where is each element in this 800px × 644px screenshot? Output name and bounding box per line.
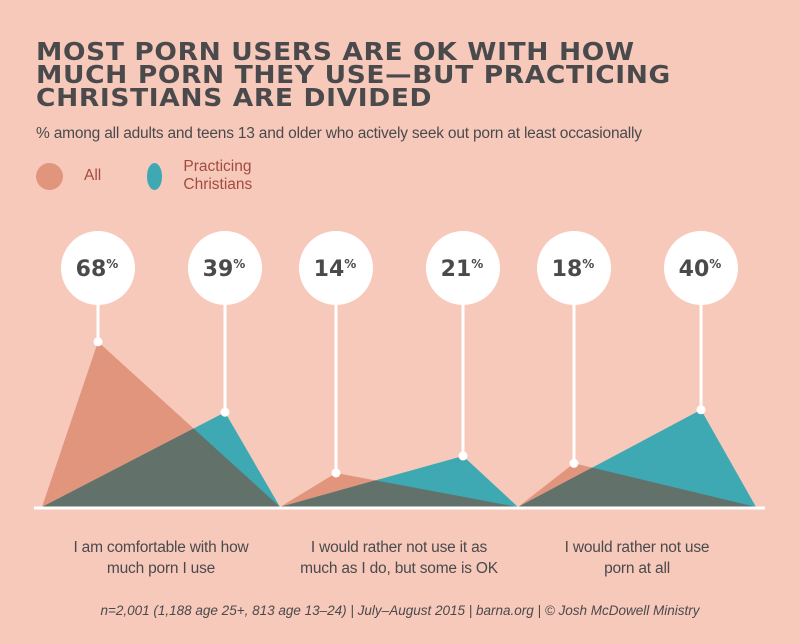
data-label-unit: % [106,257,118,271]
title-line: MUCH PORN THEY USE—BUT PRACTICING [36,60,671,89]
data-callout: 68% [61,231,135,347]
category-label-line: I would rather not use it as [310,539,488,556]
legend-swatch-all [36,162,63,190]
data-label: 18% [552,257,595,282]
data-label-value: 21 [441,257,472,282]
data-callout: 40% [664,231,738,415]
legend-label-all: All [84,167,102,184]
data-label: 21% [441,257,484,282]
data-label-value: 18 [552,257,583,282]
data-label: 40% [679,257,722,282]
category-label-line: porn at all [604,560,670,577]
data-point [93,337,103,347]
data-label-unit: % [233,257,245,271]
chart-title: MOST PORN USERS ARE OK WITH HOW MUCH POR… [36,37,800,112]
data-label-value: 14 [314,257,345,282]
data-label-unit: % [582,257,594,271]
data-label: 68% [76,257,119,282]
value-bubble [188,231,262,305]
data-callout: 21% [426,231,500,461]
category-label-line: I am comfortable with how [73,539,249,556]
title-line: CHRISTIANS ARE DIVIDED [36,83,433,112]
value-bubble [537,231,611,305]
data-point [220,407,230,417]
title-line: MOST PORN USERS ARE OK WITH HOW [36,37,635,66]
data-label-unit: % [709,257,721,271]
legend-label-practicing-christians: Practicing Christians [183,158,253,193]
data-label-value: 39 [203,257,234,282]
category-label: I would rather not use porn at all [517,537,757,579]
legend-swatch-practicing-christians [147,162,163,190]
data-label: 39% [203,257,246,282]
data-callout: 14% [299,231,373,478]
data-point [696,405,706,415]
data-point [458,451,468,461]
data-label-value: 40 [679,257,710,282]
category-label-line: I would rather not use [564,539,710,556]
legend-item-all: All [36,162,101,190]
data-label-unit: % [471,257,483,271]
legend-item-practicing-christians: Practicing Christians [147,158,264,193]
data-callout: 39% [188,231,262,417]
category-label-line: much porn I use [106,560,216,577]
category-label-line: much as I do, but some is OK [300,560,498,577]
data-label: 14% [314,257,357,282]
value-bubble [426,231,500,305]
data-callout: 18% [537,231,611,468]
category-label: I am comfortable with how much porn I us… [41,537,281,579]
chart-subtitle: % among all adults and teens 13 and olde… [36,125,642,142]
data-label-unit: % [344,257,356,271]
category-label: I would rather not use it as much as I d… [279,537,519,579]
value-bubble [61,231,135,305]
value-bubble [299,231,373,305]
data-point [331,468,341,478]
value-bubble [664,231,738,305]
footer-source: n=2,001 (1,188 age 25+, 813 age 13–24) |… [100,603,700,618]
data-point [569,458,579,468]
data-label-value: 68 [76,257,107,282]
